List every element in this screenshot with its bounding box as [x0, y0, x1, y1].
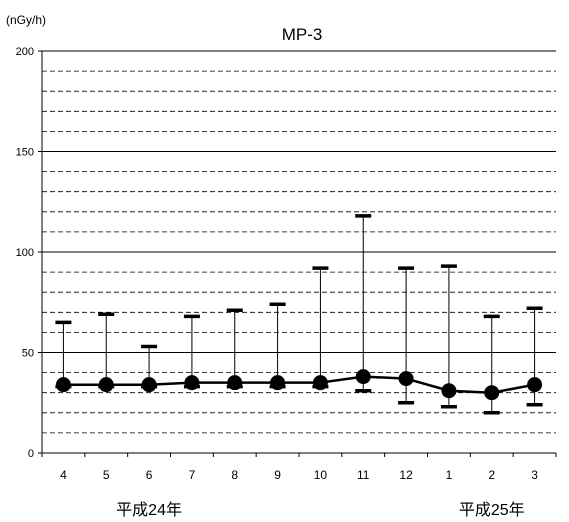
- y-tick-label: 150: [16, 147, 34, 159]
- x-tick-label: 8: [231, 468, 238, 482]
- year-label: 平成25年: [459, 501, 525, 519]
- mean-points: [55, 369, 543, 401]
- axes: [38, 50, 557, 457]
- mean-series-line: [63, 375, 535, 394]
- y-axis-unit: (nGy/h): [6, 13, 46, 27]
- x-tick-label: 6: [146, 468, 153, 482]
- x-tick-label: 5: [103, 468, 110, 482]
- x-tick-label: 11: [357, 468, 370, 482]
- mean-point: [484, 385, 500, 401]
- x-tick-label: 1: [446, 468, 453, 482]
- mean-point: [312, 375, 328, 391]
- gridlines: [42, 70, 556, 434]
- y-tick-label: 0: [28, 448, 34, 460]
- mean-point: [355, 369, 371, 385]
- mean-point: [527, 377, 543, 393]
- mean-point: [270, 375, 286, 391]
- x-tick-label: 4: [60, 468, 67, 482]
- year-label: 平成24年: [116, 501, 182, 519]
- chart-title: MP-3: [282, 25, 323, 44]
- y-tick-label: 50: [22, 348, 34, 360]
- mean-point: [55, 377, 71, 393]
- mean-point: [184, 375, 200, 391]
- mean-point: [227, 375, 243, 391]
- y-tick-label: 200: [16, 46, 34, 58]
- x-tick-label: 12: [399, 468, 413, 482]
- range-bars: [55, 214, 543, 415]
- x-tick-label: 7: [189, 468, 196, 482]
- x-tick-label: 10: [314, 468, 328, 482]
- mean-line: [63, 375, 535, 394]
- x-tick-label: 9: [274, 468, 281, 482]
- x-tick-label: 2: [488, 468, 495, 482]
- y-tick-label: 100: [16, 247, 34, 259]
- mean-point: [398, 371, 414, 387]
- mean-point: [98, 377, 114, 393]
- x-tick-label: 3: [531, 468, 538, 482]
- mean-point: [441, 383, 457, 399]
- mean-point: [141, 377, 157, 393]
